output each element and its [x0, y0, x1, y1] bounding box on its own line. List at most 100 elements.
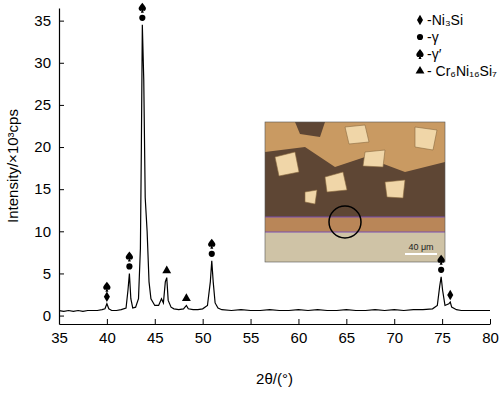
inset-circle — [329, 206, 361, 238]
y-tick-label: 30 — [34, 54, 51, 71]
x-tick: 65 — [338, 319, 355, 346]
peak-markers — [103, 3, 453, 302]
legend-label: -γ′ — [427, 46, 442, 62]
y-tick-label: 0 — [43, 307, 51, 324]
peak-marker — [182, 293, 191, 301]
y-tick: 0 — [43, 307, 64, 324]
inset-grain — [363, 150, 385, 167]
y-tick-mark — [59, 147, 64, 148]
y-axis: 0 5 10 15 20 25 30 35 — [34, 9, 64, 325]
x-tick-label: 70 — [386, 329, 403, 346]
x-tick-label: 65 — [338, 329, 355, 346]
y-tick: 15 — [34, 180, 64, 197]
data-area — [59, 25, 490, 312]
inset-grain — [385, 180, 405, 198]
x-tick-label: 40 — [99, 329, 116, 346]
x-tick-mark — [442, 319, 443, 324]
inset-scale-label: 40 μm — [408, 242, 433, 252]
x-tick: 75 — [434, 319, 451, 346]
x-axis-line — [60, 324, 491, 325]
x-tick-label: 50 — [195, 329, 212, 346]
inset-image: 40 μm — [265, 122, 445, 262]
x-tick: 70 — [386, 319, 403, 346]
y-tick: 10 — [34, 223, 64, 240]
legend-marker — [416, 66, 425, 74]
inset-grain — [305, 190, 317, 204]
x-tick-mark — [490, 319, 491, 324]
y-tick-mark — [59, 273, 64, 274]
y-tick-mark — [59, 63, 64, 64]
inset-substrate — [265, 232, 445, 262]
peak-marker — [447, 290, 453, 301]
x-tick: 45 — [147, 319, 164, 346]
x-tick: 40 — [99, 319, 116, 346]
inset-boundary — [265, 216, 445, 217]
inset-dark-region — [265, 147, 445, 217]
y-tick-label: 35 — [34, 12, 51, 29]
legend-marker — [417, 34, 423, 40]
y-axis-title: Intensity/×10³cps — [4, 109, 21, 223]
legend-label: -Ni₃Si — [427, 12, 463, 28]
x-tick-mark — [394, 319, 395, 324]
y-tick-mark — [59, 189, 64, 190]
x-tick-label: 60 — [291, 329, 308, 346]
peak-marker — [139, 15, 145, 21]
x-tick-label: 80 — [482, 329, 499, 346]
x-tick: 60 — [291, 319, 308, 346]
x-axis-title: 2θ/(°) — [256, 370, 293, 387]
inset-boundary — [265, 231, 445, 232]
y-tick-label: 10 — [34, 223, 51, 240]
inset-scale-bar — [405, 253, 437, 255]
legend-marker — [416, 49, 423, 59]
y-tick-label: 5 — [43, 265, 51, 282]
inset-grain — [325, 172, 347, 192]
x-tick: 80 — [482, 319, 499, 346]
legend: -Ni₃Si-γ-γ′- Cr₆Ni₁₆Si₇ — [416, 12, 497, 79]
peak-marker — [104, 292, 110, 303]
x-tick-mark — [107, 319, 108, 324]
y-tick-mark — [59, 21, 64, 22]
legend-label: - Cr₆Ni₁₆Si₇ — [427, 63, 497, 79]
x-tick-label: 55 — [243, 329, 260, 346]
peak-marker — [103, 282, 110, 292]
x-tick-label: 45 — [147, 329, 164, 346]
y-tick: 25 — [34, 96, 64, 113]
xrd-line — [59, 25, 490, 312]
inset-grain — [415, 127, 437, 150]
y-tick: 5 — [43, 265, 64, 282]
x-tick-mark — [298, 319, 299, 324]
y-tick: 30 — [34, 54, 64, 71]
x-tick: 50 — [195, 319, 212, 346]
inset-grain — [345, 125, 369, 144]
y-tick-label: 20 — [34, 138, 51, 155]
plot: 40 μm 35 40 45 50 55 60 65 70 75 80 0 5 10 15 20 25 30 35 — [34, 3, 499, 346]
peak-marker — [208, 239, 215, 249]
peak-marker — [126, 251, 133, 261]
y-tick-label: 25 — [34, 96, 51, 113]
legend-label: -γ — [427, 29, 439, 45]
y-axis-line — [59, 9, 60, 325]
legend-marker — [417, 15, 423, 26]
inset-frame — [265, 122, 445, 262]
peak-marker — [139, 3, 146, 13]
peak-marker — [162, 266, 171, 274]
y-tick-mark — [59, 231, 64, 232]
x-tick-label: 75 — [434, 329, 451, 346]
inset-content — [265, 122, 445, 262]
x-tick-mark — [203, 319, 204, 324]
y-tick-mark — [59, 316, 64, 317]
x-tick: 55 — [243, 319, 260, 346]
peak-marker — [126, 263, 132, 269]
inset-bg — [265, 122, 445, 262]
inset-grain — [275, 152, 299, 176]
chart: 40 μm 35 40 45 50 55 60 65 70 75 80 0 5 10 15 20 25 30 35 2… — [0, 0, 504, 398]
peak-marker — [209, 251, 215, 257]
y-tick-mark — [59, 105, 64, 106]
y-tick-label: 15 — [34, 180, 51, 197]
peak-marker — [438, 267, 444, 273]
x-tick-mark — [155, 319, 156, 324]
peak-marker — [437, 255, 444, 265]
y-tick: 35 — [34, 12, 64, 29]
inset-band — [265, 217, 445, 232]
x-tick-label: 35 — [51, 329, 68, 346]
